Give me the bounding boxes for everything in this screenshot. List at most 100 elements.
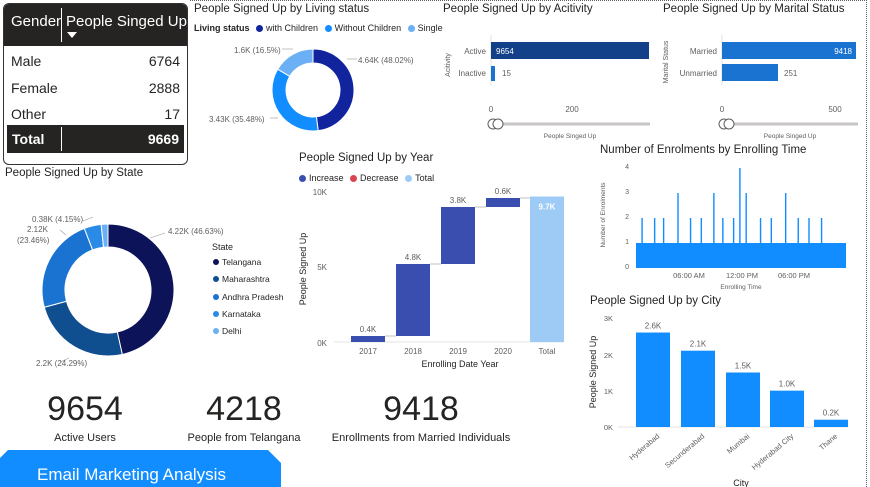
city-bar[interactable]	[726, 372, 760, 428]
enrol-spike-bar[interactable]	[808, 218, 810, 268]
state-legend[interactable]: Telangana Maharashtra Andhra Pradesh Kar…	[213, 257, 284, 336]
year-bar-2019[interactable]	[441, 207, 475, 264]
enrol-spike-bar[interactable]	[820, 218, 823, 268]
email-marketing-banner[interactable]	[0, 450, 281, 487]
legend-label: Total	[415, 173, 435, 183]
row-label: Male	[11, 53, 42, 69]
legend-item[interactable]: Increase	[299, 173, 344, 183]
city-value-label: 2.1K	[690, 340, 707, 349]
year-category-label: 2017	[359, 347, 377, 356]
legend-item[interactable]: Single	[407, 23, 443, 33]
legend-item[interactable]: Without Children	[324, 23, 402, 33]
row-value: 17	[164, 106, 180, 122]
year-category-label: Total	[539, 347, 556, 356]
enrol-spike-bar[interactable]	[677, 193, 679, 268]
marital-chart[interactable]: Marital Status Married Unmarried 9418 25…	[660, 30, 865, 150]
legend-label: Maharashtra	[222, 274, 270, 284]
gender-table-header: Gender People Singed Up	[4, 4, 187, 46]
city-value-label: 0.2K	[823, 409, 840, 418]
city-chart[interactable]: People Signed Up 3K 2K 1K 0K 2.6K Hyderab…	[586, 306, 854, 487]
enrol-spike-bar[interactable]	[653, 218, 656, 268]
slider-handle[interactable]	[492, 118, 504, 130]
col-gender-header[interactable]: Gender	[11, 13, 62, 30]
city-title: People Signed Up by City	[590, 295, 722, 307]
enrol-spike-bar[interactable]	[784, 193, 787, 268]
year-bar-2020[interactable]	[486, 198, 520, 207]
table-row: Male 6764	[4, 49, 187, 75]
enrol-y-label: Number of Enrolments	[600, 182, 607, 248]
enrol-spike-bar[interactable]	[662, 218, 665, 268]
state-donut[interactable]: 0.38K (4.15%) 2.12K (23.46%) 4.22K (46.6…	[0, 200, 295, 380]
marital-value-label: 251	[784, 69, 798, 78]
enrol-x-tick: 06:00 PM	[778, 271, 810, 280]
enrol-spike-bar[interactable]	[732, 218, 735, 268]
donut-slice-telangana[interactable]	[107, 223, 175, 356]
marital-x-label: People Singed Up	[764, 133, 817, 140]
legend-label: Delhi	[222, 326, 241, 336]
donut-slice-delhi[interactable]	[100, 223, 109, 248]
donut-slice-with-children[interactable]	[312, 48, 355, 132]
living-status-title: People Signed Up by Living status	[194, 3, 370, 15]
slider-handle[interactable]	[723, 118, 735, 130]
legend-label: Andhra Pradesh	[222, 292, 284, 302]
total-value: 9669	[147, 131, 179, 147]
enrol-spike-bar[interactable]	[797, 218, 799, 268]
gender-table[interactable]: Gender People Singed Up Male 6764 Female…	[3, 3, 188, 165]
telangana-data-label: 4.22K (46.63%)	[168, 227, 224, 236]
enrol-spike-bar[interactable]	[759, 218, 762, 268]
canvas-right-border	[866, 0, 867, 487]
enrol-time-chart[interactable]: Number of Enrolments 4 3 2 1 0 06:00 AM …	[596, 158, 858, 293]
enrol-spike-bar[interactable]	[745, 193, 747, 268]
marital-cat-label: Unmarried	[680, 69, 717, 78]
activity-bar-active[interactable]	[491, 42, 649, 59]
city-y-tick: 3K	[604, 314, 613, 323]
donut-slice-andhra-pradesh[interactable]	[41, 227, 94, 308]
legend-item[interactable]: with Children	[256, 23, 318, 33]
legend-item[interactable]: Total	[405, 173, 434, 183]
enrol-y-tick: 0	[625, 264, 629, 271]
legend-item[interactable]: Decrease	[350, 173, 399, 183]
activity-chart[interactable]: Acitivity Active Inactive 9654 15 0 200 …	[440, 30, 655, 150]
year-y-tick: 0K	[317, 339, 327, 348]
row-label: Other	[11, 106, 47, 122]
city-x-label: City	[733, 478, 749, 487]
marital-bar-unmarried[interactable]	[722, 64, 778, 81]
year-value-label: 4.8K	[405, 253, 422, 262]
enrol-spike-bar[interactable]	[689, 218, 692, 268]
enrol-spike-bar[interactable]	[739, 168, 741, 268]
year-waterfall-chart[interactable]: People Signed Up 10K 5K 0K 0.4K 2017 4.8K 2…	[296, 184, 576, 374]
city-bar[interactable]	[681, 350, 715, 427]
marital-y-label: Marital Status	[663, 40, 670, 83]
legend-label: Decrease	[360, 173, 399, 183]
donut-slice-single[interactable]	[276, 48, 314, 78]
city-value-label: 1.0K	[779, 380, 796, 389]
enrol-spike-bar[interactable]	[641, 218, 643, 268]
city-bar[interactable]	[636, 332, 670, 427]
year-bar-2017[interactable]	[351, 336, 385, 342]
enrol-spike-bar[interactable]	[722, 218, 724, 268]
donut-slice-without-children[interactable]	[271, 68, 319, 132]
donut-slice-maharashtra[interactable]	[43, 300, 123, 357]
city-bar[interactable]	[814, 419, 848, 427]
marital-cat-label: Married	[690, 47, 717, 56]
enrol-baseline-bars[interactable]	[636, 243, 846, 268]
city-category-label: Mumbai	[725, 431, 751, 455]
living-status-donut[interactable]: 1.6K (16.5%) 4.64K (48.02%) 3.43K (35.48…	[190, 35, 440, 150]
activity-bar-inactive[interactable]	[491, 66, 495, 81]
sort-desc-icon[interactable]	[67, 32, 77, 38]
enrol-spike-bar[interactable]	[713, 193, 715, 268]
year-bar-2018[interactable]	[396, 264, 430, 336]
city-value-label: 1.5K	[735, 362, 752, 371]
enrol-spike-bar[interactable]	[700, 218, 703, 268]
year-y-label: People Signed Up	[298, 233, 308, 306]
legend-label: Without Children	[334, 23, 402, 33]
year-value-label: 0.4K	[360, 325, 377, 334]
enrol-spike-bar[interactable]	[770, 218, 773, 268]
city-bar[interactable]	[770, 390, 804, 427]
marital-bar-married[interactable]	[722, 42, 856, 59]
col-people-header[interactable]: People Singed Up	[66, 13, 187, 30]
year-value-label: 3.8K	[450, 196, 467, 205]
living-status-legend: Living status with Children Without Chil…	[194, 23, 443, 33]
row-value: 2888	[148, 80, 180, 96]
year-bar-total[interactable]	[530, 196, 564, 343]
